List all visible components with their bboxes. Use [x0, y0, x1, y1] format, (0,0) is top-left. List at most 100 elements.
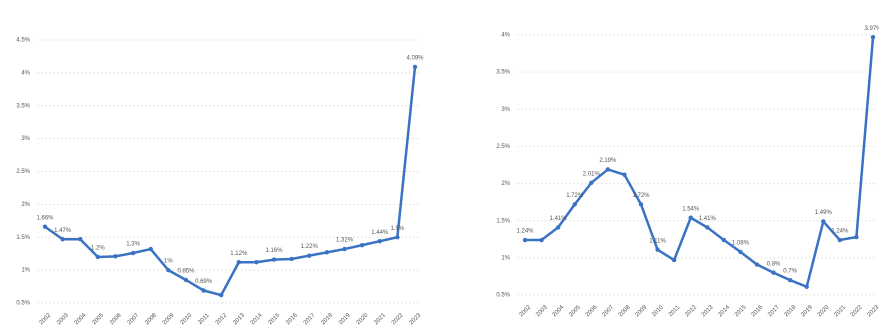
point	[721, 237, 727, 243]
data-label: 1.47%	[54, 228, 72, 234]
x-tick-label: 2018	[320, 312, 334, 326]
x-tick-label: 2023	[867, 304, 879, 318]
data-label: 1.11%	[649, 238, 666, 244]
data-label: 0.85%	[177, 269, 195, 275]
point	[395, 235, 400, 240]
x-tick-label: 2016	[285, 312, 299, 326]
point	[555, 225, 561, 230]
point	[754, 262, 760, 267]
x-tick-label: 2014	[250, 312, 264, 326]
data-label: 1.08%	[732, 240, 750, 246]
x-tick-label: 2013	[232, 312, 246, 326]
x-tick-label: 2007	[127, 312, 141, 326]
data-label: 1.24%	[831, 229, 849, 235]
x-tick-label: 2009	[162, 312, 176, 326]
point	[622, 172, 627, 177]
point	[289, 256, 294, 262]
point	[236, 260, 242, 265]
x-tick-label: 2012	[684, 304, 698, 318]
line	[525, 37, 875, 289]
data-label: 0.7%	[783, 269, 797, 275]
data-label: 2.01%	[583, 171, 601, 177]
data-label: 3.97%	[864, 26, 879, 32]
y-tick-label: 1%	[21, 268, 30, 274]
point	[870, 35, 876, 40]
x-tick-label: 2004	[74, 312, 88, 326]
line	[44, 66, 417, 297]
point	[705, 225, 710, 230]
x-tick-label: 2023	[409, 312, 423, 326]
point	[821, 219, 826, 224]
data-label: 1.2%	[91, 246, 105, 252]
y-tick-label: 1.5%	[496, 218, 510, 224]
x-tick-label: 2005	[91, 312, 105, 326]
x-tick-label: 2007	[601, 304, 615, 318]
point	[359, 242, 365, 248]
data-label: 4.09%	[406, 56, 424, 62]
y-tick-label: 3.5%	[16, 103, 30, 109]
point	[218, 292, 224, 298]
x-tick-label: 2011	[668, 304, 682, 318]
point	[771, 270, 776, 275]
point	[60, 237, 65, 242]
point	[522, 237, 528, 243]
point	[605, 167, 611, 172]
point	[377, 238, 382, 244]
point	[183, 277, 189, 283]
point	[738, 249, 743, 255]
data-label: 2.19%	[599, 158, 617, 164]
data-label: 1.12%	[230, 251, 248, 257]
point	[589, 180, 594, 186]
data-label: 1.5%	[391, 226, 405, 232]
x-tick-label: 2014	[717, 304, 731, 318]
point	[572, 202, 577, 207]
x-tick-label: 2018	[784, 304, 798, 318]
y-tick-label: 2.5%	[16, 169, 30, 175]
data-label: 1.16%	[266, 248, 284, 254]
data-label: 0.8%	[767, 261, 781, 267]
y-tick-label: 0.5%	[16, 301, 30, 307]
x-tick-label: 2005	[568, 304, 582, 318]
data-label: 1.3%	[126, 242, 140, 248]
y-tick-label: 2%	[501, 181, 510, 187]
data-label: 1.66%	[36, 215, 54, 221]
point	[166, 267, 171, 273]
point	[113, 254, 118, 259]
point	[655, 247, 660, 252]
x-tick-label: 2012	[215, 312, 229, 326]
y-tick-label: 3%	[21, 136, 30, 142]
data-label: 0.69%	[195, 279, 213, 285]
data-label: 1.54%	[682, 206, 700, 212]
x-tick-label: 2003	[56, 312, 70, 326]
y-tick-label: 1.5%	[16, 235, 30, 241]
point	[342, 246, 347, 252]
y-tick-label: 4%	[21, 70, 30, 76]
x-tick-label: 2011	[197, 312, 211, 326]
data-label: 1.44%	[371, 230, 389, 236]
x-tick-label: 2019	[338, 312, 352, 326]
point	[254, 260, 259, 265]
x-tick-label: 2004	[552, 304, 566, 318]
point	[78, 237, 83, 242]
x-tick-label: 2010	[651, 304, 665, 318]
data-label: 1.22%	[301, 244, 319, 250]
x-tick-label: 2021	[373, 312, 387, 326]
y-tick-label: 1%	[501, 255, 510, 261]
x-tick-label: 2002	[519, 304, 533, 318]
point	[130, 250, 136, 256]
x-tick-label: 2015	[734, 304, 748, 318]
x-tick-label: 2022	[391, 312, 405, 326]
x-tick-label: 2017	[303, 312, 317, 326]
x-tick-label: 2019	[800, 304, 814, 318]
x-tick-label: 2015	[268, 312, 282, 326]
data-label: 1%	[164, 259, 173, 265]
y-tick-label: 4.5%	[16, 38, 30, 44]
x-tick-label: 2021	[833, 304, 847, 318]
y-tick-label: 0.5%	[496, 293, 510, 299]
data-label: 1.41%	[699, 216, 717, 222]
x-tick-label: 2003	[535, 304, 549, 318]
point	[307, 253, 312, 258]
x-tick-label: 2008	[618, 304, 632, 318]
x-tick-label: 2020	[356, 312, 370, 326]
